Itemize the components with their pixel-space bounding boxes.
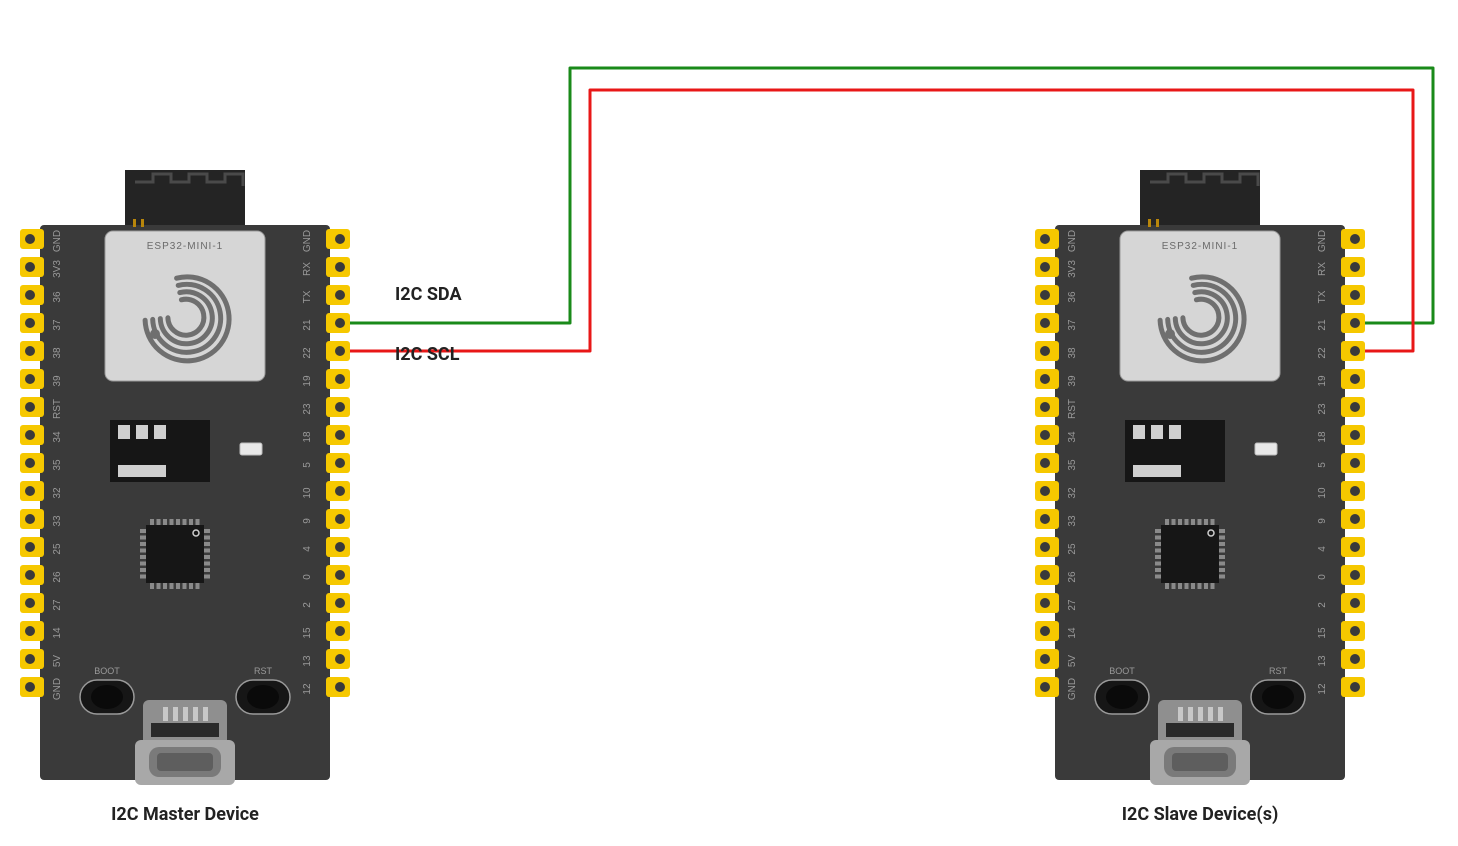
- pin-label-right: GND: [1317, 230, 1328, 252]
- pin-label-left: 36: [52, 291, 63, 303]
- pin-label-left: 34: [1067, 431, 1078, 443]
- pin-label-left: 3V3: [1067, 260, 1078, 278]
- pin-label-left: 35: [52, 459, 63, 471]
- pin-label-right: TX: [1317, 290, 1328, 303]
- board-caption: I2C Master Device: [111, 804, 259, 825]
- pin-label-left: GND: [52, 678, 63, 700]
- button-boot-label: BOOT: [94, 666, 120, 676]
- pin-label-right: 0: [1317, 574, 1328, 580]
- mcu-chip: [1161, 525, 1219, 583]
- pin-label-right: 18: [302, 431, 313, 443]
- pin-label-left: 26: [52, 571, 63, 583]
- module-label: ESP32-MINI-1: [1162, 241, 1238, 252]
- button-boot-label: BOOT: [1109, 666, 1135, 676]
- pin-label-left: 37: [52, 319, 63, 331]
- pin-label-right: 22: [1317, 347, 1328, 359]
- pin-label-left: 5V: [1067, 655, 1078, 668]
- pin-label-left: GND: [1067, 230, 1078, 252]
- wiring-diagram: I2C SDA I2C SCL GND 3V3 36 37 38 39 RST 34 35 32 33 2…: [0, 0, 1458, 846]
- pin-label-left: RST: [1067, 399, 1078, 419]
- mcu-chip: [146, 525, 204, 583]
- esp32-board: GND3V336373839RST34353233252627145VGNDGN…: [1035, 170, 1365, 785]
- pin-label-right: 12: [1317, 683, 1328, 695]
- pin-label-left: 37: [1067, 319, 1078, 331]
- pin-label-right: 10: [1317, 487, 1328, 499]
- pin-label-left: 36: [1067, 291, 1078, 303]
- esp32-board: GND3V336373839RST34353233252627145VGNDGN…: [20, 170, 350, 785]
- pin-label-left: 38: [52, 347, 63, 359]
- pin-label-right: GND: [302, 230, 313, 252]
- pin-label-left: GND: [1067, 678, 1078, 700]
- pin-label-left: GND: [52, 230, 63, 252]
- pin-label-right: 21: [1317, 319, 1328, 331]
- antenna: [125, 170, 245, 225]
- pin-label-left: 14: [52, 627, 63, 639]
- pin-label-left: 3V3: [52, 260, 63, 278]
- pin-label-left: 27: [1067, 599, 1078, 611]
- pin-label-right: 15: [1317, 627, 1328, 639]
- pin-label-right: RX: [302, 262, 313, 276]
- pin-label-right: 9: [302, 518, 313, 524]
- module-label: ESP32-MINI-1: [147, 241, 223, 252]
- pin-label-right: 10: [302, 487, 313, 499]
- pin-label-right: 18: [1317, 431, 1328, 443]
- pin-label-left: 33: [1067, 515, 1078, 527]
- button-rst-label: RST: [1269, 666, 1288, 676]
- pin-label-right: RX: [1317, 262, 1328, 276]
- pin-label-left: 33: [52, 515, 63, 527]
- sda-label: I2C SDA: [395, 284, 462, 305]
- pin-label-right: 4: [1317, 546, 1328, 552]
- pin-label-left: 39: [52, 375, 63, 387]
- button-rst-label: RST: [254, 666, 273, 676]
- pin-label-left: 32: [1067, 487, 1078, 499]
- pin-label-right: 2: [302, 602, 313, 608]
- pin-label-right: 23: [302, 403, 313, 415]
- pin-label-right: 13: [302, 655, 313, 667]
- pin-label-right: 22: [302, 347, 313, 359]
- pin-label-left: 38: [1067, 347, 1078, 359]
- pin-label-left: 25: [52, 543, 63, 555]
- pin-label-right: 12: [302, 683, 313, 695]
- pin-label-left: RST: [52, 399, 63, 419]
- pin-label-right: 4: [302, 546, 313, 552]
- pin-label-right: 5: [302, 462, 313, 468]
- pin-label-left: 27: [52, 599, 63, 611]
- pin-label-right: 13: [1317, 655, 1328, 667]
- pin-label-left: 26: [1067, 571, 1078, 583]
- pin-label-right: 15: [302, 627, 313, 639]
- pin-label-left: 14: [1067, 627, 1078, 639]
- pin-label-right: 23: [1317, 403, 1328, 415]
- pin-label-right: 9: [1317, 518, 1328, 524]
- pin-label-left: 39: [1067, 375, 1078, 387]
- scl-label: I2C SCL: [395, 344, 460, 365]
- pin-label-right: 19: [1317, 375, 1328, 387]
- pin-label-left: 35: [1067, 459, 1078, 471]
- pin-label-right: TX: [302, 290, 313, 303]
- pin-label-right: 0: [302, 574, 313, 580]
- pin-label-right: 19: [302, 375, 313, 387]
- pin-label-left: 5V: [52, 655, 63, 668]
- pin-label-left: 25: [1067, 543, 1078, 555]
- pin-label-right: 2: [1317, 602, 1328, 608]
- pin-label-left: 32: [52, 487, 63, 499]
- board-caption: I2C Slave Device(s): [1122, 804, 1279, 825]
- pin-label-left: 34: [52, 431, 63, 443]
- antenna: [1140, 170, 1260, 225]
- pin-label-right: 5: [1317, 462, 1328, 468]
- pin-label-right: 21: [302, 319, 313, 331]
